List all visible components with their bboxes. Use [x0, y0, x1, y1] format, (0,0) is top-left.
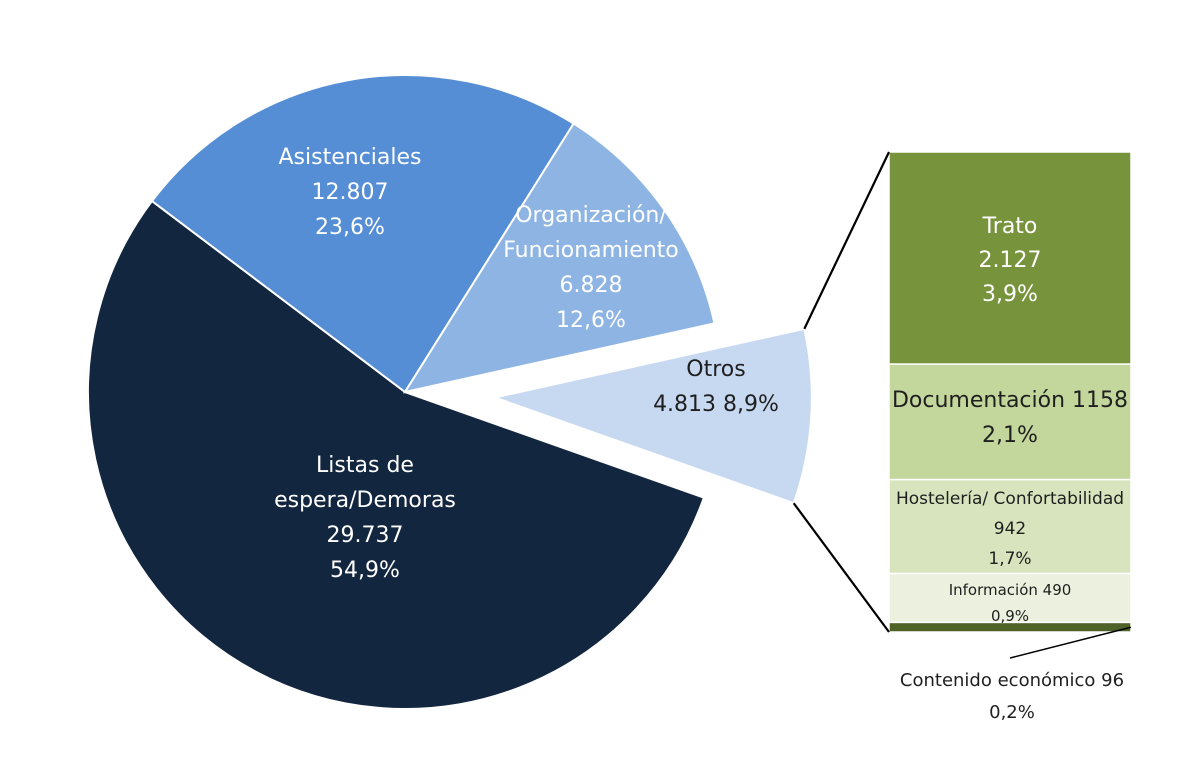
pie-label-organizacion: Organización/: [515, 203, 667, 228]
bar-percent-documentacion-1158: 2,1%: [982, 423, 1038, 448]
pie-percent-organizacion: 12,6%: [556, 308, 626, 333]
bar-percent-contenido-economico-96: 0,2%: [989, 702, 1035, 723]
connector-line-bottom: [792, 502, 890, 633]
bar-label-contenido-economico-96: Contenido económico 96: [900, 670, 1124, 691]
pie-value-organizacion: 6.828: [560, 273, 623, 298]
pie-slice-asistenciales: [150, 74, 575, 394]
bar-segment-trato: [888, 151, 1132, 365]
pie-slice-organizacion: [402, 122, 716, 394]
bar-label-informacion-490: Información 490: [949, 581, 1072, 599]
pie-label-organizacion: Funcionamiento: [503, 238, 679, 263]
pie-slice-listas-de: [87, 199, 706, 710]
pie-percent-asistenciales: 23,6%: [315, 215, 385, 240]
bar-percent-hosteleria-confortabilidad: 1,7%: [988, 549, 1031, 569]
bar-percent-informacion-490: 0,9%: [991, 607, 1029, 625]
pie-label-otros: Otros: [686, 357, 745, 382]
pie-label-listas-de: espera/Demoras: [274, 488, 456, 513]
pie-label-asistenciales: Asistenciales: [279, 145, 422, 170]
bar-segment-hosteleria-confortabilidad: [888, 478, 1132, 575]
bar-segment-documentacion-1158: [888, 363, 1132, 481]
bar-label-documentacion-1158: Documentación 1158: [892, 388, 1128, 413]
pie-value-listas-de: 29.737: [327, 523, 404, 548]
bar-value-trato: 2.127: [979, 248, 1042, 273]
connector-line-top: [803, 151, 890, 330]
pie-value-otros: 4.813 8,9%: [653, 392, 779, 417]
leader-line-contenido: [1009, 626, 1132, 659]
bar-value-hosteleria-confortabilidad: 942: [994, 519, 1026, 539]
pie-label-listas-de: Listas de: [316, 453, 414, 478]
pie-slice-otros: [491, 327, 813, 505]
bar-percent-trato: 3,9%: [982, 282, 1038, 307]
bar-label-trato: Trato: [982, 214, 1038, 239]
pie-percent-listas-de: 54,9%: [330, 558, 400, 583]
bar-label-hosteleria-confortabilidad: Hostelería/ Confortabilidad: [896, 489, 1124, 509]
pie-value-asistenciales: 12.807: [312, 180, 389, 205]
